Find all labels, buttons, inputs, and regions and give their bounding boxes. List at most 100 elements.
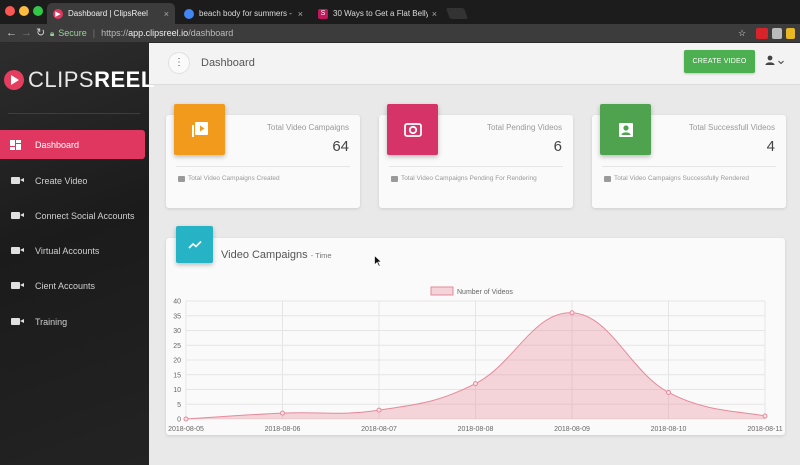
browser-tab-bar: ▶ Dashboard | ClipsReel × beach body for…	[0, 0, 800, 24]
stat-value: 4	[766, 138, 775, 155]
video-camera-icon	[9, 281, 21, 291]
video-camera-icon	[9, 211, 21, 221]
chart-series	[183, 310, 768, 422]
browser-tab-google[interactable]: beach body for summers - Go ×	[178, 3, 309, 24]
stat-value: 6	[553, 138, 562, 155]
x-axis-labels: 2018-08-05 2018-08-06 2018-08-07 2018-08-08…	[168, 426, 783, 433]
sidebar-item-label: Create Video	[35, 175, 88, 186]
divider	[602, 166, 776, 167]
chart-subtitle: - Time	[310, 251, 332, 260]
close-icon[interactable]: ×	[163, 8, 169, 19]
sidebar: CLIPSREEL Dashboard Create Video Connect…	[0, 43, 154, 465]
adblock-extension-icon[interactable]	[756, 28, 768, 39]
y-tick-label: 15	[173, 372, 181, 379]
y-tick-label: 0	[177, 417, 181, 424]
browser-tab-dashboard[interactable]: ▶ Dashboard | ClipsReel ×	[47, 3, 175, 24]
browser-tab-article[interactable]: S 30 Ways to Get a Flat Belly fo ×	[312, 3, 443, 24]
create-video-button[interactable]: CREATE VIDEO	[684, 50, 755, 73]
window-minimize-button[interactable]	[19, 6, 29, 16]
stat-footer-text: Total Video Campaigns Created	[188, 175, 280, 182]
more-vert-icon[interactable]: ⋮	[168, 52, 190, 74]
chart-title-text: Video Campaigns	[221, 249, 308, 261]
tab-title: 30 Ways to Get a Flat Belly fo	[333, 9, 428, 18]
brand-name: CLIPSREEL	[28, 67, 155, 93]
y-tick-label: 35	[173, 313, 181, 320]
sidebar-item-training[interactable]: Training	[0, 307, 145, 336]
reload-icon[interactable]: ↻	[36, 27, 46, 39]
close-icon[interactable]: ×	[431, 8, 437, 19]
x-tick-label: 2018-08-10	[651, 426, 687, 433]
video-library-icon	[178, 175, 185, 182]
y-tick-label: 30	[173, 328, 181, 335]
x-tick-label: 2018-08-05	[168, 426, 204, 433]
x-tick-label: 2018-08-06	[265, 426, 301, 433]
data-point	[569, 310, 575, 316]
sidebar-item-label: Virtual Accounts	[35, 245, 100, 256]
dashboard-icon	[9, 139, 21, 150]
url-prefix: https://	[101, 28, 129, 38]
stat-footer: Total Video Campaigns Created	[178, 175, 280, 182]
y-axis-labels: 0 5 10 15 20 25 30 35 40	[173, 299, 181, 424]
portrait-icon	[600, 104, 651, 155]
logo-play-icon	[4, 70, 24, 90]
new-tab-button[interactable]	[445, 8, 469, 19]
close-icon[interactable]: ×	[297, 8, 303, 19]
brand-bold: REEL	[94, 67, 155, 92]
stat-value: 64	[332, 138, 349, 155]
address-bar[interactable]: 🔒︎ Secure | https://app.clipsreel.io/das…	[50, 26, 770, 41]
person-icon	[765, 55, 775, 65]
y-tick-label: 10	[173, 387, 181, 394]
camera-icon	[387, 104, 438, 155]
trending-up-icon	[176, 226, 213, 263]
divider	[389, 166, 563, 167]
bookmark-star-icon[interactable]: ☆	[738, 28, 747, 38]
data-point	[376, 407, 382, 413]
y-tick-label: 20	[173, 358, 181, 365]
sidebar-item-label: Training	[35, 316, 68, 327]
stat-label: Total Successfull Videos	[688, 123, 775, 132]
legend-label: Number of Videos	[457, 289, 513, 296]
data-point	[666, 389, 671, 395]
calendar-icon	[391, 175, 398, 182]
sidebar-item-label: Connect Social Accounts	[35, 210, 135, 221]
browser-toolbar: ← → ↻ 🔒︎ Secure | https://app.clipsreel.…	[0, 24, 800, 43]
sidebar-item-label: Dashboard	[35, 139, 80, 150]
back-arrow-icon[interactable]: ←	[6, 27, 17, 39]
lock-icon: 🔒︎	[50, 29, 55, 38]
separator: |	[92, 28, 96, 38]
window-maximize-button[interactable]	[33, 6, 43, 16]
stat-card-total-campaigns: Total Video Campaigns 64 Total Video Cam…	[166, 104, 360, 208]
sidebar-divider	[8, 113, 140, 114]
sidebar-item-dashboard[interactable]: Dashboard	[0, 130, 145, 159]
stat-label: Total Pending Videos	[486, 123, 562, 132]
clipsreel-favicon-icon: ▶	[53, 8, 63, 19]
url-path: /dashboard	[188, 28, 234, 38]
y-tick-label: 5	[177, 402, 181, 409]
url-domain: app.clipsreel.io	[128, 28, 189, 38]
window-close-button[interactable]	[5, 6, 15, 16]
google-favicon-icon	[184, 8, 194, 19]
user-menu[interactable]	[765, 55, 784, 68]
clipsreel-logo[interactable]: CLIPSREEL	[4, 67, 155, 93]
sidebar-item-connect-social-accounts[interactable]: Connect Social Accounts	[0, 201, 145, 230]
data-point	[183, 416, 189, 422]
portrait-icon	[604, 175, 611, 182]
video-campaigns-chart-card: Video Campaigns - Time 0 5 10 15 20 25 30 35 40 …	[166, 226, 785, 435]
secure-label: Secure	[58, 28, 87, 38]
forward-arrow-icon[interactable]: →	[21, 27, 32, 39]
divider	[176, 166, 350, 167]
site-favicon-icon: S	[318, 8, 328, 19]
sidebar-item-client-accounts[interactable]: Cient Accounts	[0, 271, 145, 300]
data-point	[280, 410, 285, 416]
extension-icon[interactable]	[772, 28, 782, 39]
sidebar-item-create-video[interactable]: Create Video	[0, 166, 145, 195]
video-camera-icon	[9, 317, 21, 327]
extension-icon[interactable]	[786, 28, 795, 39]
stat-card-successful-videos: Total Successfull Videos 4 Total Video C…	[592, 104, 786, 208]
x-tick-label: 2018-08-09	[554, 426, 590, 433]
chart-legend: Number of Videos	[430, 286, 513, 296]
mouse-cursor-icon	[374, 255, 382, 267]
page-title: Dashboard	[201, 57, 255, 69]
sidebar-item-label: Cient Accounts	[35, 280, 96, 291]
sidebar-item-virtual-accounts[interactable]: Virtual Accounts	[0, 236, 145, 265]
